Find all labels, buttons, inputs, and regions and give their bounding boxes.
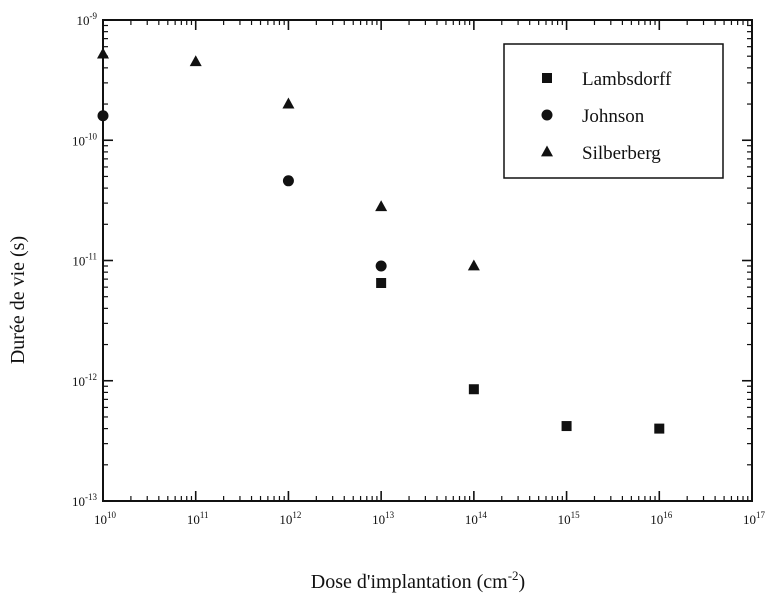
triangle-point (282, 97, 295, 109)
legend-label: Johnson (582, 106, 645, 127)
x-tick-label: 1011 (187, 510, 209, 527)
x-tick-label: 1010 (94, 510, 117, 527)
legend-label: Silberberg (582, 143, 661, 164)
data-points (97, 47, 665, 434)
square-point (654, 423, 665, 434)
legend-square-marker (542, 73, 552, 83)
y-tick-label: 10-13 (72, 492, 97, 509)
x-tick-label: 1016 (650, 510, 673, 527)
y-tick-labels: 10-13 10-12 10-11 10-10 10-9 (72, 11, 97, 509)
x-tick-label: 1013 (372, 510, 395, 527)
x-tick-label: 1015 (558, 510, 581, 527)
x-tick-label: 1017 (743, 510, 766, 527)
square-point (561, 421, 572, 432)
x-axis-title: Dose d'implantation (cm-2) (311, 568, 525, 593)
x-tick-labels: 1010 1011 1012 1013 1014 1015 1016 1017 (94, 510, 766, 527)
y-tick-label: 10-10 (72, 131, 97, 148)
triangle-point (467, 259, 480, 271)
square-point (376, 277, 387, 288)
legend-circle-marker (541, 109, 553, 121)
triangle-point (189, 55, 202, 67)
circle-point (97, 110, 109, 122)
legend-label: Lambsdorff (582, 69, 672, 90)
legend-triangle-marker (541, 145, 553, 157)
triangle-point (97, 47, 109, 59)
major-ticks (102, 19, 753, 502)
legend-box (503, 43, 724, 179)
triangle-point (375, 200, 388, 212)
circle-point (375, 260, 387, 272)
x-tick-label: 1014 (465, 510, 488, 527)
y-tick-label: 10-12 (72, 372, 97, 389)
y-tick-label: 10-9 (77, 11, 98, 28)
x-tick-label: 1012 (279, 510, 301, 527)
circle-point (282, 175, 294, 187)
minor-ticks (103, 20, 752, 501)
legend: Lambsdorff Johnson Silberberg (503, 43, 724, 179)
y-tick-label: 10-11 (72, 252, 97, 269)
y-axis-title: Durée de vie (s) (7, 236, 29, 364)
square-point (468, 384, 479, 395)
